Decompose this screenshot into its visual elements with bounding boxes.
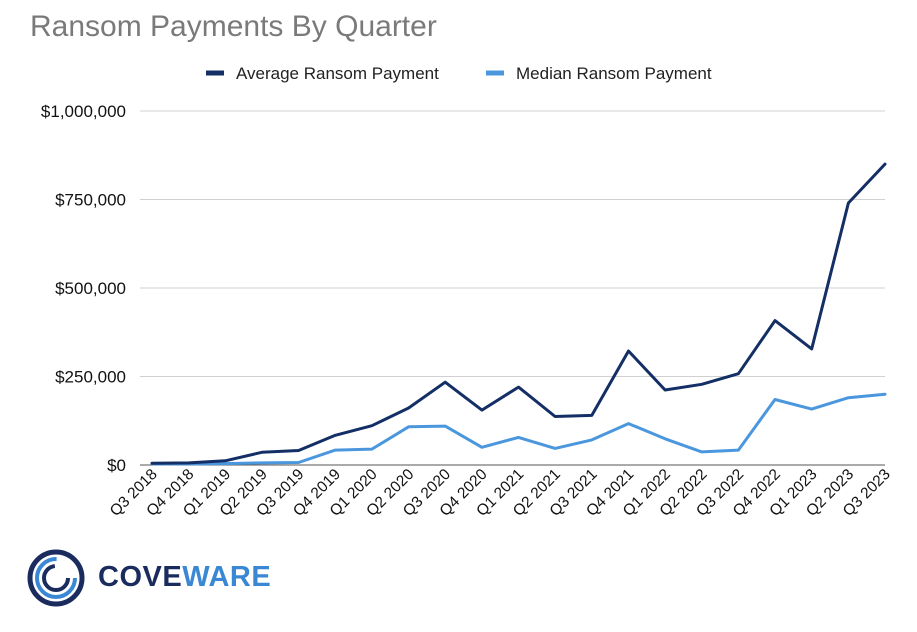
coveware-logo: COVEWARE bbox=[26, 548, 271, 608]
logo-mark-icon bbox=[27, 549, 85, 607]
y-tick-label: $250,000 bbox=[55, 368, 126, 387]
y-tick-label: $500,000 bbox=[55, 279, 126, 298]
y-tick-label: $1,000,000 bbox=[41, 102, 126, 121]
logo-text-cove: COVE bbox=[98, 561, 183, 593]
gridlines bbox=[140, 110, 885, 466]
chart-title: Ransom Payments By Quarter bbox=[30, 10, 437, 43]
legend-label: Average Ransom Payment bbox=[236, 64, 439, 83]
y-tick-label: $750,000 bbox=[55, 191, 126, 210]
logo-text: COVEWARE bbox=[98, 561, 271, 594]
logo-text-ware: WARE bbox=[182, 561, 272, 593]
series-line-median-ransom-payment bbox=[150, 392, 887, 466]
y-tick-label: $0 bbox=[107, 456, 126, 475]
y-axis-ticks: $0 $250,000 $500,000 $750,000 $1,000,000 bbox=[41, 102, 126, 475]
series-lines bbox=[150, 162, 887, 466]
series-line-average-ransom-payment bbox=[150, 162, 887, 465]
legend: Average Ransom Payment Median Ransom Paym… bbox=[206, 64, 712, 83]
legend-label: Median Ransom Payment bbox=[516, 64, 712, 83]
